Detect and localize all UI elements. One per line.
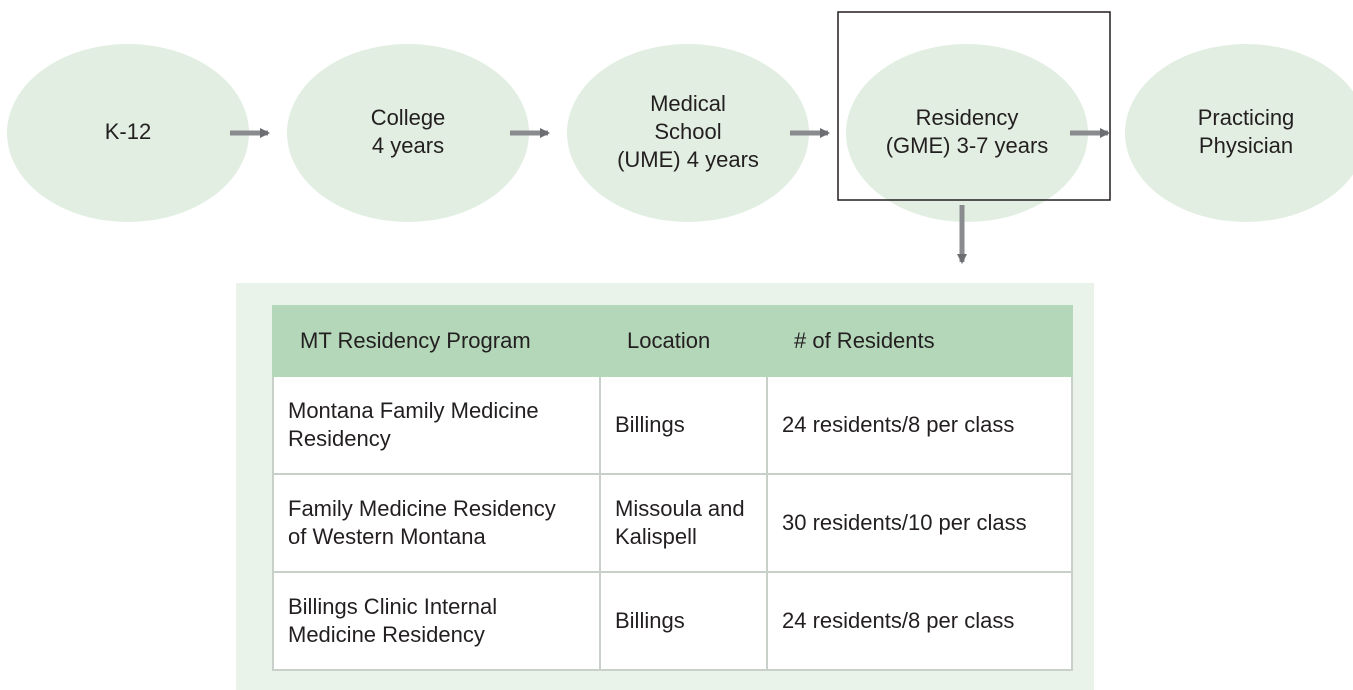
- cell-text: Missoula and: [615, 496, 745, 521]
- node: [846, 44, 1088, 222]
- residency-table: MT Residency Program Location # of Residen…: [272, 305, 1073, 671]
- table-cell: 24 residents/8 per class: [766, 571, 1073, 671]
- cell-text: Family Medicine Residency: [288, 496, 556, 521]
- cell-text: of Western Montana: [288, 524, 486, 549]
- cell-text: Billings Clinic Internal: [288, 594, 498, 619]
- node: [567, 44, 809, 222]
- table-row: Montana Family Medicine Residency Billings…: [272, 375, 1073, 475]
- header-text: # of Residents: [794, 328, 935, 353]
- node-label: Residency: [916, 105, 1019, 130]
- cell-text: 24 residents/8 per class: [782, 608, 1015, 633]
- cell-text: Billings: [615, 412, 685, 437]
- node-label: 4 years: [372, 133, 444, 158]
- node-label: K-12: [105, 119, 151, 144]
- table-cell: Billings Clinic Internal Medicine Residen…: [272, 571, 601, 671]
- table-row: Billings Clinic Internal Medicine Residen…: [272, 571, 1073, 671]
- header-cell: MT Residency Program: [272, 305, 601, 377]
- cell-text: 24 residents/8 per class: [782, 412, 1015, 437]
- table-cell: Family Medicine Residency of Western Mont…: [272, 473, 601, 573]
- node-label: (UME) 4 years: [617, 147, 759, 172]
- node: [287, 44, 529, 222]
- table-cell: Billings: [599, 375, 768, 475]
- table-cell: Billings: [599, 571, 768, 671]
- table-cell: 30 residents/10 per class: [766, 473, 1073, 573]
- nodes: K-12 College 4 years Medical School (UME) 4 y…: [7, 44, 1353, 222]
- cell-text: 30 residents/10 per class: [782, 510, 1027, 535]
- cell-text: Residency: [288, 426, 391, 451]
- node-label: School: [654, 119, 721, 144]
- node-label: Practicing: [1198, 105, 1295, 130]
- header-cell: Location: [599, 305, 768, 377]
- header-cell: # of Residents: [766, 305, 1073, 377]
- table-row: Family Medicine Residency of Western Mont…: [272, 473, 1073, 573]
- highlight-box: [837, 11, 1111, 201]
- node: [7, 44, 249, 222]
- node-label: Medical: [650, 91, 726, 116]
- node-label: (GME) 3-7 years: [886, 133, 1049, 158]
- header-text: MT Residency Program: [300, 328, 531, 353]
- table-cell: Montana Family Medicine Residency: [272, 375, 601, 475]
- flow-diagram: K-12 College 4 years Medical School (UME) 4 y…: [7, 11, 1353, 264]
- cell-text: Montana Family Medicine: [288, 398, 539, 423]
- node-label: College: [371, 105, 446, 130]
- table-cell: 24 residents/8 per class: [766, 375, 1073, 475]
- header-text: Location: [627, 328, 711, 353]
- header-row: MT Residency Program Location # of Residen…: [272, 305, 1073, 377]
- table-cell: Missoula and Kalispell: [599, 473, 768, 573]
- cell-text: Kalispell: [615, 524, 697, 549]
- node-label: Physician: [1199, 133, 1293, 158]
- arrows: [230, 128, 1110, 264]
- node: [1125, 44, 1353, 222]
- cell-text: Medicine Residency: [288, 622, 485, 647]
- cell-text: Billings: [615, 608, 685, 633]
